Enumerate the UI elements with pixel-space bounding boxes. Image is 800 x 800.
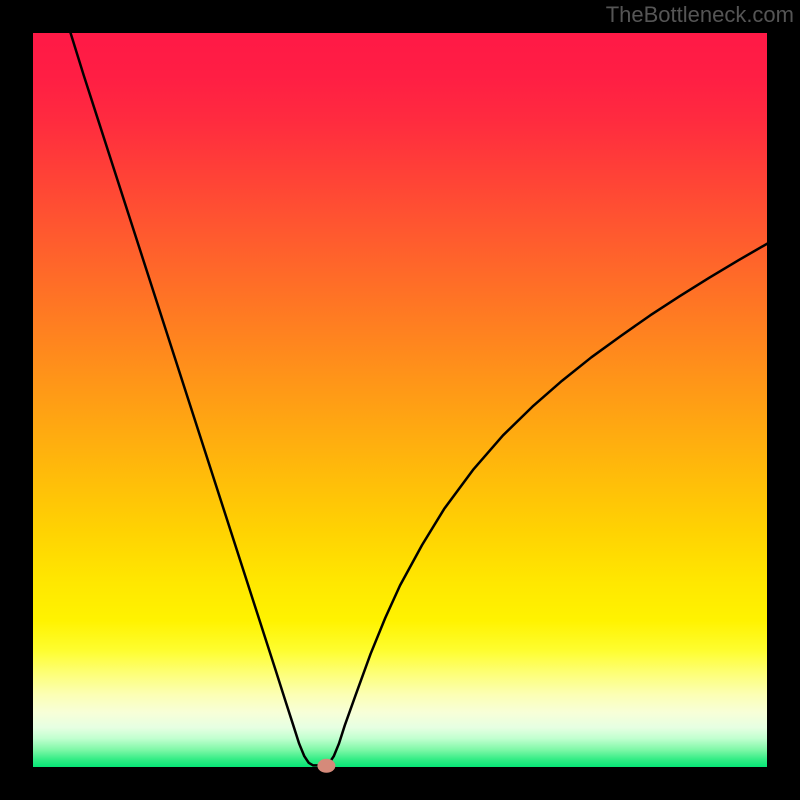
- plot-background: [32, 32, 768, 768]
- watermark-text: TheBottleneck.com: [606, 2, 794, 28]
- bottleneck-chart: [0, 0, 800, 800]
- chart-container: { "watermark": { "text": "TheBottleneck.…: [0, 0, 800, 800]
- optimal-point-marker: [317, 759, 335, 773]
